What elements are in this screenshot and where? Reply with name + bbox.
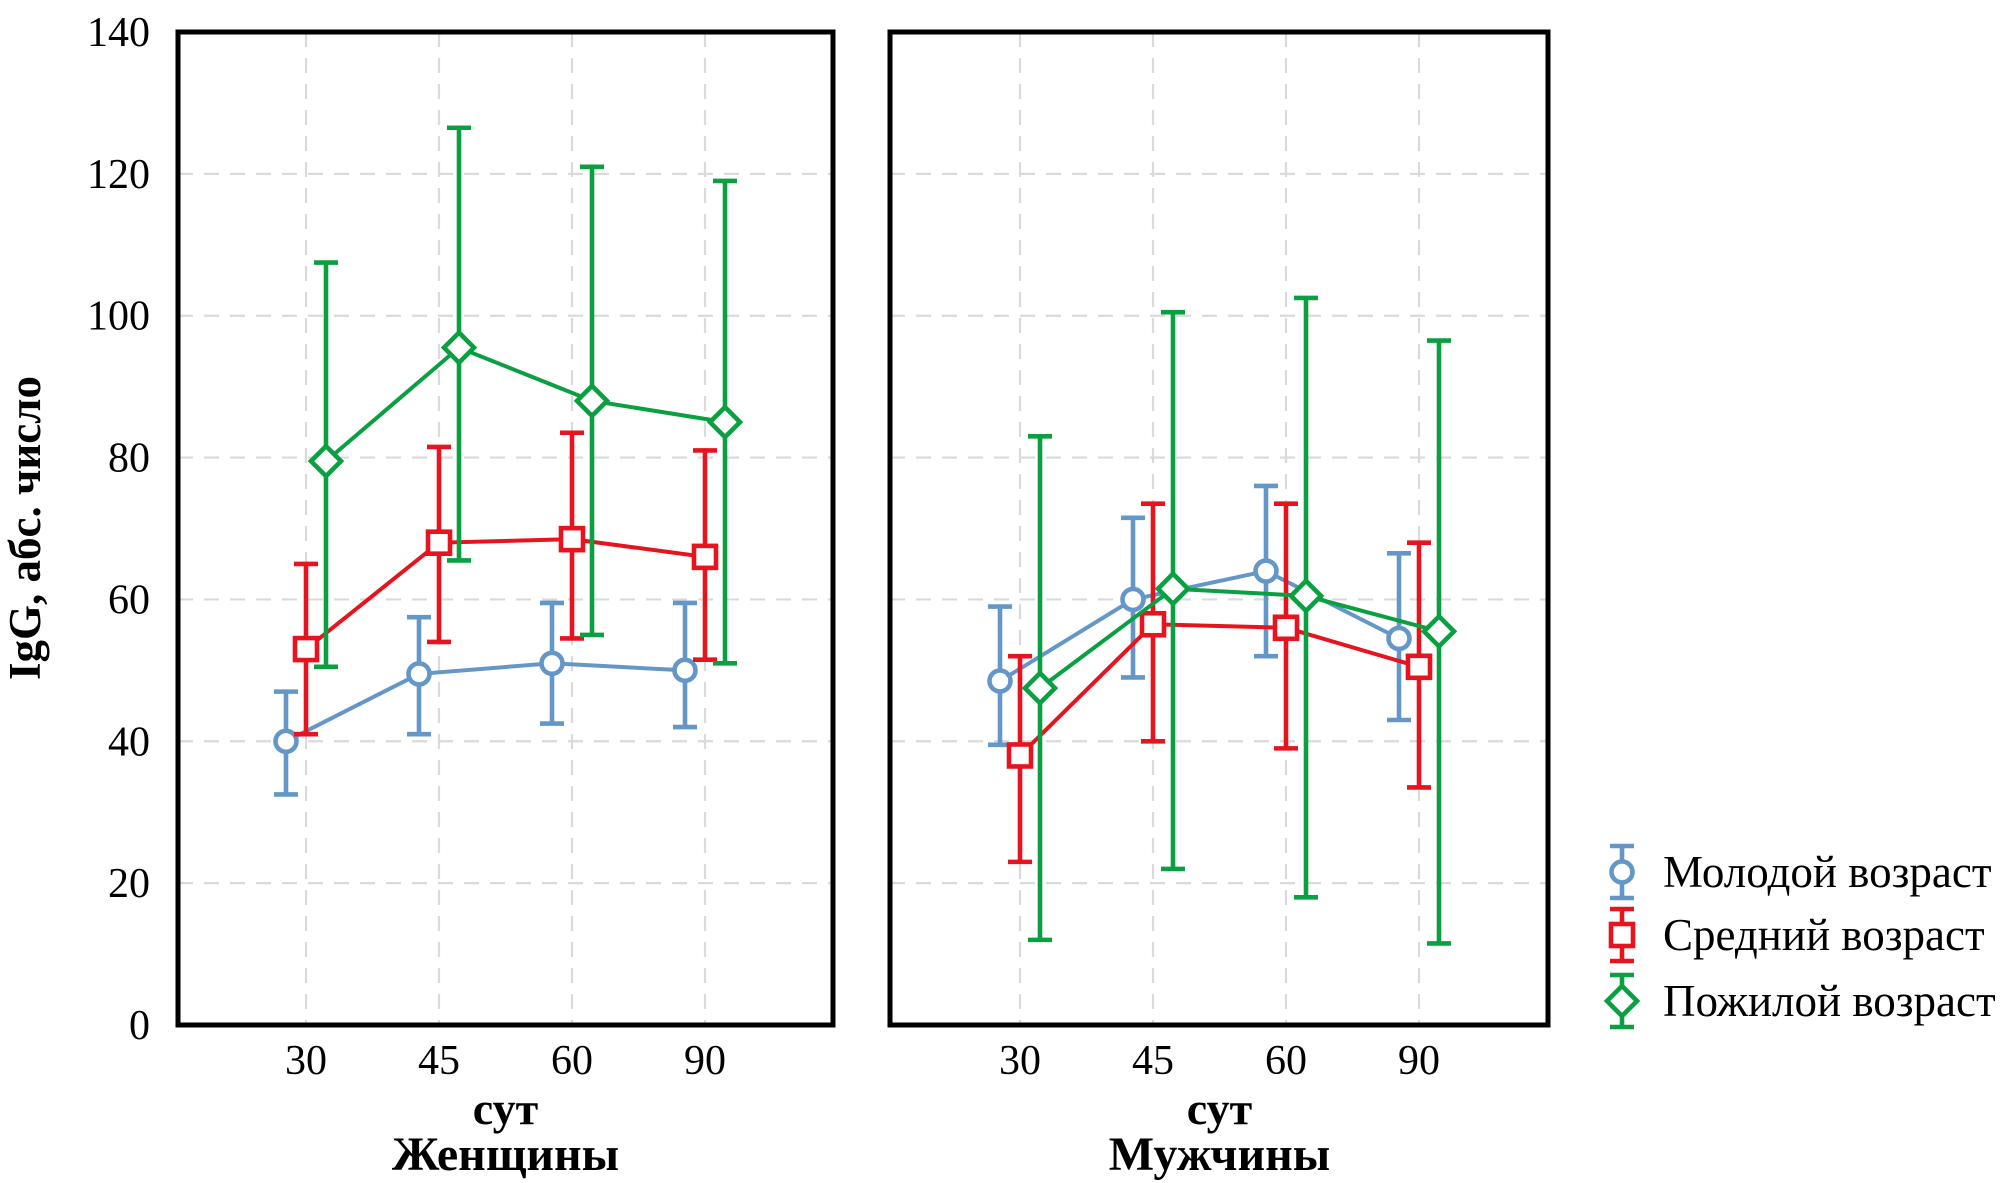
series-square [1006, 501, 1433, 865]
series-line [304, 537, 706, 651]
x-tick-label: 45 [418, 1038, 460, 1084]
x-axis-unit-label: сут [473, 1083, 539, 1134]
marker-square-icon [425, 529, 453, 556]
series-diamond [1021, 295, 1458, 946]
y-tick-label: 120 [87, 152, 150, 198]
y-tick-label: 80 [108, 436, 150, 482]
legend-label: Средний возраст [1663, 910, 1985, 960]
marker-diamond-icon [573, 382, 611, 420]
y-axis-title: IgG, абс. число [0, 376, 50, 680]
x-tick-label: 30 [999, 1038, 1041, 1084]
marker-square-icon [691, 543, 719, 571]
panel-caption: Женщины [392, 1128, 619, 1181]
y-tick-label: 20 [108, 861, 150, 907]
y-tick-label: 40 [108, 719, 150, 765]
x-tick-label: 90 [684, 1038, 726, 1084]
marker-square-icon [1006, 742, 1034, 769]
y-tick-label: 100 [87, 294, 150, 340]
y-tick-label: 140 [87, 10, 150, 56]
marker-diamond-icon [307, 442, 345, 480]
y-tick-label: 0 [129, 1003, 150, 1049]
series-line [1038, 586, 1440, 690]
series-line [285, 661, 686, 744]
marker-diamond-icon [1154, 570, 1192, 608]
legend-item: Средний возраст [1608, 906, 1985, 964]
marker-circle-icon [1120, 586, 1146, 613]
series-line [1018, 622, 1420, 757]
panel-border [887, 29, 1551, 1028]
series-line [324, 345, 726, 463]
marker-diamond-icon [706, 403, 744, 441]
series-circle [273, 600, 698, 797]
legend-label: Пожилой возраст [1663, 976, 1996, 1026]
marker-circle-icon [987, 668, 1013, 694]
marker-diamond-icon [1287, 577, 1325, 615]
x-tick-label: 45 [1132, 1038, 1174, 1084]
panel-border [175, 29, 836, 1028]
marker-square-icon [1608, 921, 1636, 949]
marker-circle-icon [1609, 859, 1635, 885]
marker-diamond-icon [1603, 982, 1641, 1020]
marker-diamond-icon [1021, 669, 1059, 707]
series-circle [987, 483, 1412, 748]
marker-diamond-icon [440, 329, 478, 366]
series-diamond [307, 125, 744, 670]
y-tick-label: 60 [108, 577, 150, 623]
panel-caption: Мужчины [1109, 1128, 1331, 1181]
marker-circle-icon [273, 728, 299, 755]
x-tick-label: 60 [551, 1038, 593, 1084]
marker-diamond-icon [1420, 613, 1458, 650]
legend-item: Молодой возраст [1609, 843, 1992, 901]
x-axis-unit-label: сут [1187, 1083, 1253, 1134]
marker-square-icon [1272, 614, 1300, 642]
series-square [292, 430, 719, 737]
legend-label: Молодой возраст [1663, 847, 1992, 897]
marker-circle-icon [539, 650, 565, 677]
marker-square-icon [1139, 610, 1167, 638]
marker-circle-icon [1253, 558, 1279, 584]
legend-item: Пожилой возраст [1603, 972, 1996, 1030]
marker-circle-icon [672, 657, 698, 684]
marker-circle-icon [406, 661, 432, 687]
x-tick-label: 60 [1265, 1038, 1307, 1084]
marker-square-icon [292, 635, 320, 663]
x-tick-label: 30 [285, 1038, 327, 1084]
marker-square-icon [1405, 653, 1433, 681]
marker-square-icon [558, 525, 586, 553]
x-tick-label: 90 [1398, 1038, 1440, 1084]
marker-circle-icon [1386, 625, 1412, 652]
